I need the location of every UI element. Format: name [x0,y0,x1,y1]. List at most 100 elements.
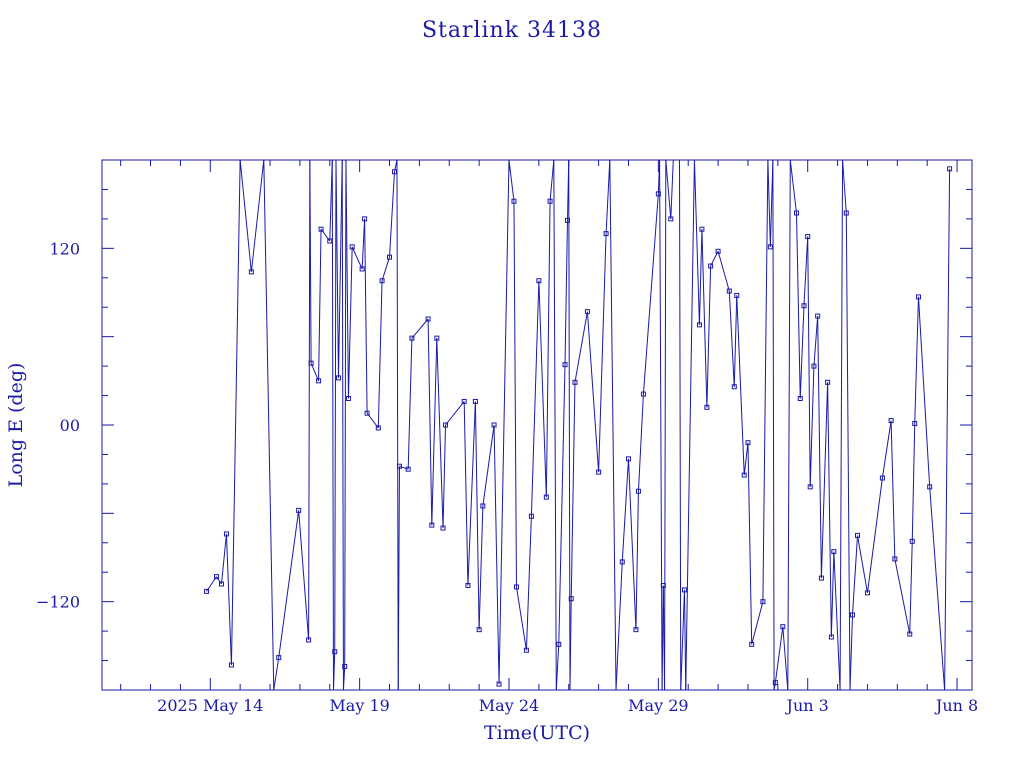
data-point [327,238,333,244]
series-segment [309,159,312,364]
y-axis-label: Long E (deg) [5,363,27,488]
series-segment [833,551,841,691]
data-point [797,396,803,401]
data-point [465,582,471,588]
series-segment [728,291,735,387]
series-segment [881,420,892,479]
series-segment [642,193,659,395]
data-point [947,166,953,172]
series-segment [813,316,819,367]
data-point [767,244,773,250]
series-segment [347,246,353,399]
series-segment [341,159,344,691]
data-point [543,494,549,500]
series-segment [782,626,789,691]
data-point [461,398,467,404]
series-segment [890,420,896,559]
data-point [496,681,502,687]
y-tick-label: −120 [36,593,80,612]
series-segment [442,424,447,529]
series-segment [334,159,337,652]
data-point [704,404,710,410]
series-segment [762,159,769,602]
series-segment [361,218,366,269]
series-segment [685,159,695,691]
data-point [818,575,824,581]
data-point [276,655,282,661]
series-segment [525,516,532,651]
series-segment [396,159,399,691]
data-point [625,456,631,462]
series-segment [809,366,815,487]
series-segment [803,236,809,306]
x-tick-label: 2025 May 14 [157,696,263,715]
series-segment [827,382,832,638]
series-segment [555,644,560,691]
x-axis: 2025 May 14 May 19 May 24 May 29 Jun 3 Jun 8 [120,160,978,715]
series-segment [637,394,644,492]
series-segment [830,551,835,638]
series-segment [839,159,844,691]
series-segment [807,236,811,487]
series-segment [845,212,851,691]
series-segment [498,159,510,685]
series-segment [665,159,672,219]
data-point [572,379,578,385]
series-segment [364,218,368,414]
data-point [480,503,486,509]
data-point [364,410,370,416]
data-point [888,418,894,424]
data-point [429,522,435,528]
series-segment [377,280,383,428]
series-segment [849,614,854,691]
data-point [335,375,341,381]
series-segment [664,159,667,691]
data-point [528,513,534,519]
series-segment [609,159,617,691]
series-segment [538,280,547,498]
data-point [568,596,574,602]
series-segment [911,423,916,542]
series-segment [680,589,685,691]
data-point [425,316,431,322]
data-point [248,269,254,275]
series-segment [467,401,476,586]
series-segment [717,251,730,292]
x-tick-label: Jun 3 [785,696,829,715]
series-segment [225,533,232,665]
data-point [564,217,570,223]
data-point [696,322,702,328]
data-point [811,363,817,369]
data-point [306,637,312,643]
data-point [349,244,355,250]
series-segment [493,424,500,685]
data-point [396,463,402,469]
data-point [308,360,314,366]
data-point [296,507,302,513]
data-point [547,198,553,204]
data-point [584,309,590,315]
series-segment [278,510,300,658]
data-point [223,531,229,537]
series-segment [342,666,346,691]
data-point [668,216,674,222]
data-point [633,627,639,633]
data-point [909,538,915,544]
data-point [556,641,562,647]
series-segment [478,505,484,630]
series-segment [693,159,700,325]
data-point [635,488,641,494]
y-tick-label: 00 [60,416,80,435]
series-segment [852,535,858,615]
chart-title: Starlink 34138 [422,18,602,43]
data-point [879,475,885,481]
data-point [745,440,751,446]
series-segment [508,159,515,202]
series-segment [789,159,798,214]
series-segment [318,229,322,381]
data-point [801,303,807,309]
series-segment [743,442,749,476]
data-point [794,210,800,216]
y-axis: 120 00 −120 [36,159,972,691]
data-point [491,422,497,428]
